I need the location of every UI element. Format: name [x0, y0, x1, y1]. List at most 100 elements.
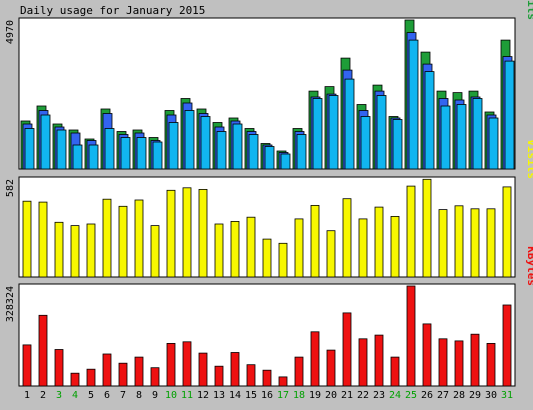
bar-pages-1: [24, 128, 35, 170]
bar-kbytes-18: [294, 356, 304, 387]
xtick-label-31: 31: [501, 390, 513, 401]
bar-visits-12: [198, 188, 208, 278]
bar-kbytes-6: [102, 353, 112, 387]
bar-kbytes-7: [118, 362, 128, 387]
bar-kbytes-9: [150, 367, 160, 387]
xtick-label-8: 8: [136, 390, 142, 401]
ytick-visits: 582: [5, 179, 16, 197]
bar-pages-3: [56, 129, 67, 170]
bar-pages-15: [248, 134, 259, 170]
bar-visits-11: [182, 187, 192, 278]
bar-pages-18: [296, 134, 307, 170]
bar-kbytes-2: [38, 314, 48, 387]
panel-frame-kbytes: [18, 283, 516, 387]
bar-kbytes-4: [70, 372, 80, 387]
bar-kbytes-26: [422, 323, 432, 387]
bar-visits-10: [166, 189, 176, 278]
bar-visits-4: [70, 225, 80, 278]
bar-kbytes-5: [86, 368, 96, 387]
bar-pages-5: [88, 144, 99, 170]
bar-visits-25: [406, 185, 416, 278]
xtick-label-9: 9: [152, 390, 158, 401]
bar-visits-22: [358, 218, 368, 278]
bar-visits-13: [214, 223, 224, 278]
xtick-label-1: 1: [24, 390, 30, 401]
bar-visits-21: [342, 198, 352, 278]
ytick-kbytes: 328324: [5, 286, 16, 322]
bar-visits-26: [422, 178, 432, 278]
bar-pages-9: [152, 141, 163, 170]
xtick-label-14: 14: [229, 390, 241, 401]
xtick-label-2: 2: [40, 390, 46, 401]
bar-visits-3: [54, 221, 64, 278]
bar-kbytes-11: [182, 341, 192, 387]
bar-kbytes-23: [374, 334, 384, 387]
xtick-label-6: 6: [104, 390, 110, 401]
bar-pages-2: [40, 114, 51, 170]
bar-kbytes-17: [278, 376, 288, 387]
legend-visits: Visits: [525, 139, 533, 179]
legend-pages-files-hits: Pages/Files/Hits: [525, 0, 533, 20]
legend-entry-kbytes-0: KBytes: [525, 246, 533, 286]
bar-kbytes-14: [230, 352, 240, 387]
bar-visits-31: [502, 186, 512, 278]
bar-kbytes-19: [310, 331, 320, 387]
legend-kbytes: KBytes: [525, 246, 533, 286]
xtick-label-5: 5: [88, 390, 94, 401]
xtick-label-7: 7: [120, 390, 126, 401]
bar-pages-21: [344, 78, 355, 170]
bar-kbytes-25: [406, 285, 416, 387]
bar-visits-8: [134, 199, 144, 278]
bar-pages-17: [280, 153, 291, 170]
bar-pages-30: [488, 117, 499, 170]
bar-pages-19: [312, 98, 323, 170]
bar-visits-23: [374, 206, 384, 278]
bar-visits-5: [86, 223, 96, 278]
ytick-pages-files-hits: 4970: [5, 20, 16, 44]
bar-visits-19: [310, 204, 320, 278]
bar-pages-10: [168, 122, 179, 170]
bar-kbytes-16: [262, 369, 272, 387]
bar-kbytes-15: [246, 364, 256, 387]
bar-visits-20: [326, 230, 336, 278]
xtick-label-19: 19: [309, 390, 321, 401]
xtick-label-29: 29: [469, 390, 481, 401]
bar-visits-18: [294, 218, 304, 278]
bar-pages-12: [200, 116, 211, 170]
xtick-label-30: 30: [485, 390, 497, 401]
bar-pages-29: [472, 98, 483, 170]
bar-visits-9: [150, 225, 160, 278]
xtick-label-18: 18: [293, 390, 305, 401]
bar-visits-24: [390, 215, 400, 278]
bar-pages-4: [72, 144, 83, 170]
xtick-label-16: 16: [261, 390, 273, 401]
xtick-label-23: 23: [373, 390, 385, 401]
bar-visits-2: [38, 201, 48, 278]
xtick-label-15: 15: [245, 390, 257, 401]
bar-pages-8: [136, 137, 147, 170]
panel-kbytes: 328324 KBytes: [5, 246, 533, 387]
xtick-label-26: 26: [421, 390, 433, 401]
bar-pages-7: [120, 137, 131, 170]
bar-pages-28: [456, 104, 467, 170]
bar-kbytes-3: [54, 349, 64, 387]
chart-title: Daily usage for January 2015: [20, 4, 205, 17]
bar-kbytes-29: [470, 333, 480, 387]
bar-kbytes-21: [342, 312, 352, 387]
bar-visits-6: [102, 198, 112, 278]
bar-pages-14: [232, 123, 243, 170]
bar-pages-25: [408, 39, 419, 170]
bar-visits-7: [118, 205, 128, 278]
bar-pages-31: [504, 60, 515, 170]
bar-pages-22: [360, 116, 371, 170]
xtick-label-20: 20: [325, 390, 337, 401]
bar-pages-6: [104, 128, 115, 170]
bar-visits-27: [438, 209, 448, 278]
bar-kbytes-12: [198, 352, 208, 387]
bar-kbytes-1: [22, 344, 32, 387]
bar-pages-27: [440, 105, 451, 170]
bar-visits-1: [22, 200, 32, 278]
bar-kbytes-24: [390, 356, 400, 387]
bar-pages-24: [392, 119, 403, 170]
